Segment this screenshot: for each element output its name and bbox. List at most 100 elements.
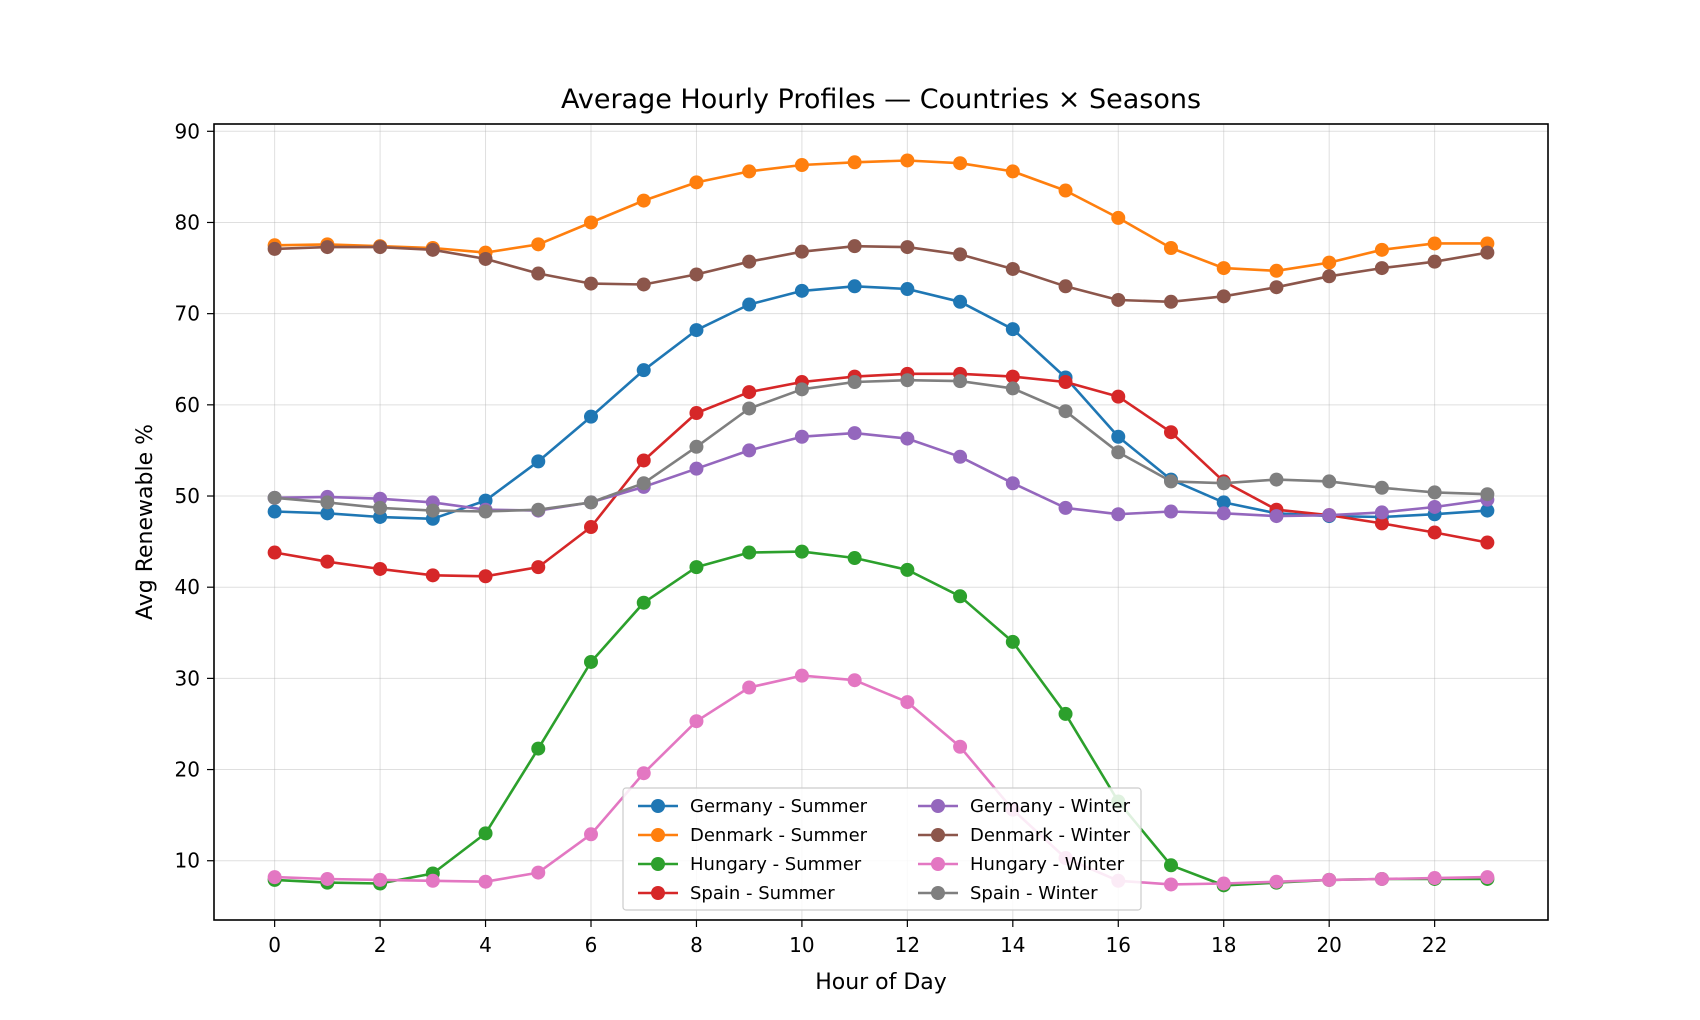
- data-point: [1269, 874, 1284, 889]
- data-point: [425, 568, 440, 583]
- legend-swatch-marker: [651, 799, 665, 813]
- data-point: [953, 247, 968, 262]
- legend-swatch-marker: [931, 828, 945, 842]
- data-point: [742, 385, 757, 400]
- series-line: [274, 372, 1488, 578]
- data-point: [1269, 280, 1284, 295]
- data-point: [794, 668, 809, 683]
- tick-layer: 0 2 4 6 8 10 12 14 16 18 20 22 10 20 30 40 50 60 70 80 90: [175, 119, 1448, 957]
- data-point: [742, 297, 757, 312]
- data-point: [900, 240, 915, 255]
- data-point: [584, 409, 598, 424]
- legend-swatch-marker: [651, 857, 665, 871]
- data-point: [1427, 525, 1442, 540]
- data-point: [1480, 487, 1495, 502]
- data-point: [900, 373, 915, 388]
- data-point: [953, 449, 968, 464]
- series-line: [274, 674, 1488, 886]
- data-point: [1427, 485, 1442, 500]
- data-point: [1005, 322, 1020, 337]
- legend-swatch-marker: [931, 886, 945, 900]
- data-point: [742, 680, 757, 695]
- data-point: [794, 283, 809, 298]
- x-tick-label: 22: [1422, 933, 1447, 957]
- series-line: [274, 159, 1488, 273]
- data-point: [636, 193, 651, 208]
- data-point: [794, 158, 809, 173]
- data-point: [1005, 634, 1020, 649]
- data-point: [689, 461, 704, 476]
- data-point: [689, 406, 704, 421]
- data-point: [478, 569, 493, 584]
- data-point: [531, 502, 546, 517]
- data-point: [900, 153, 915, 168]
- data-point: [953, 589, 968, 604]
- legend-entry: Hungary - Winter: [918, 854, 1125, 875]
- data-point: [847, 426, 862, 441]
- data-point: [1374, 261, 1389, 276]
- x-tick-label: 16: [1106, 933, 1131, 957]
- data-point: [794, 382, 809, 397]
- data-point: [1322, 508, 1337, 523]
- y-tick-label: 80: [175, 210, 200, 234]
- data-point: [267, 870, 282, 885]
- y-tick-label: 90: [175, 119, 200, 143]
- data-point: [1480, 870, 1495, 885]
- legend-entry: Germany - Summer: [638, 796, 868, 817]
- data-point: [425, 873, 440, 888]
- x-tick-label: 20: [1316, 933, 1341, 957]
- data-point: [1480, 535, 1495, 550]
- data-point: [1216, 289, 1231, 304]
- data-point: [1164, 858, 1178, 873]
- data-point: [1111, 445, 1126, 460]
- y-tick-label: 70: [175, 302, 200, 326]
- data-point: [584, 276, 598, 291]
- data-point: [425, 242, 440, 257]
- data-point: [1374, 516, 1389, 531]
- data-point: [320, 240, 335, 255]
- data-point: [1111, 507, 1126, 522]
- data-point: [584, 654, 598, 669]
- data-point: [1216, 476, 1231, 491]
- data-point: [531, 237, 546, 252]
- legend-label: Denmark - Winter: [970, 825, 1131, 846]
- data-point: [1164, 504, 1178, 519]
- data-point: [478, 874, 493, 889]
- series-line: [274, 244, 1488, 304]
- data-point: [584, 827, 598, 842]
- data-point: [1216, 506, 1231, 521]
- data-point: [531, 266, 546, 281]
- x-tick-label: 4: [479, 933, 492, 957]
- data-point: [1427, 254, 1442, 269]
- data-point: [1322, 269, 1337, 284]
- data-point: [1427, 499, 1442, 514]
- data-point: [584, 495, 598, 510]
- y-tick-label: 60: [175, 393, 200, 417]
- data-point: [373, 240, 388, 255]
- data-point: [742, 164, 757, 179]
- data-point: [794, 429, 809, 444]
- legend-entry: Hungary - Summer: [638, 854, 862, 875]
- data-point: [900, 695, 915, 710]
- data-point: [1216, 495, 1231, 510]
- data-point: [689, 267, 704, 282]
- data-point: [1058, 375, 1073, 390]
- legend-label: Denmark - Summer: [690, 825, 868, 846]
- x-tick-label: 12: [895, 933, 920, 957]
- data-point: [1111, 429, 1126, 444]
- data-point: [689, 175, 704, 190]
- legend-swatch-marker: [651, 828, 665, 842]
- legend-label: Germany - Summer: [690, 796, 868, 817]
- legend-swatch-marker: [931, 857, 945, 871]
- y-tick-label: 40: [175, 575, 200, 599]
- data-point: [636, 766, 651, 781]
- data-point: [1374, 242, 1389, 257]
- data-point: [320, 554, 335, 569]
- data-point: [1058, 279, 1073, 294]
- legend-entry: Spain - Winter: [918, 883, 1098, 904]
- series-layer: [267, 153, 1495, 893]
- data-point: [742, 254, 757, 269]
- y-tick-label: 20: [175, 758, 200, 782]
- data-point: [953, 739, 968, 754]
- x-tick-label: 14: [1000, 933, 1025, 957]
